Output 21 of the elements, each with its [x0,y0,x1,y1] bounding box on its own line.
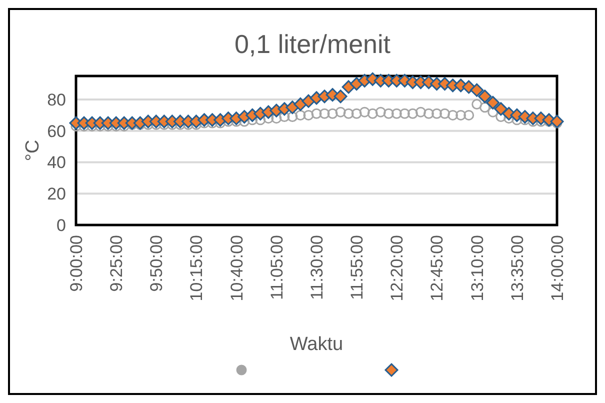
y-tick-label: 0 [56,216,66,235]
y-tick-label: 20 [47,184,66,204]
y-tick-label: 40 [47,153,66,172]
x-tick-label: 9:50:00 [147,235,166,292]
x-tick-label: 12:20:00 [388,235,407,302]
x-tick-label: 13:35:00 [508,235,527,302]
x-tick-label: 10:40:00 [227,235,246,302]
x-tick-label: 11:55:00 [348,235,367,300]
x-tick-label: 12:45:00 [428,235,447,302]
x-tick-label: 9:00:00 [66,235,86,292]
x-tick-label: 11:05:00 [267,235,286,300]
y-tick-label: 60 [47,122,66,141]
chart-title: 0,1 liter/menit [234,29,392,59]
x-tick-label: 11:30:00 [307,235,326,300]
x-tick-label: 10:15:00 [187,235,206,302]
x-axis-title: Waktu [290,334,344,355]
x-tick-label: 14:00:00 [548,235,567,302]
y-axis-title: °C [22,140,44,162]
x-tick-label: 13:10:00 [468,235,487,302]
x-tick-label: 9:25:00 [107,235,126,292]
y-tick-label: 80 [47,90,66,110]
